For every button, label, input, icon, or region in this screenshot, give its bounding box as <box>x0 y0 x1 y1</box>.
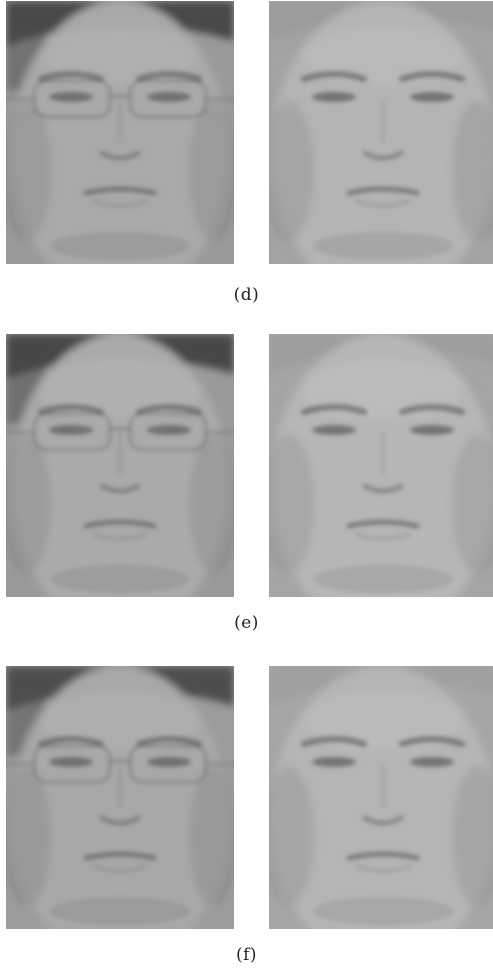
face-image-f-right <box>269 666 493 929</box>
face-image-e-right <box>269 334 493 597</box>
face-image-f-left <box>6 666 234 929</box>
panel-caption-f: (f) <box>235 945 258 965</box>
face-image-e-left <box>6 334 234 597</box>
panel-caption-d: (d) <box>233 285 260 305</box>
panel-caption-e: (e) <box>234 613 259 633</box>
face-image-d-right <box>269 1 493 264</box>
face-image-d-left <box>6 1 234 264</box>
